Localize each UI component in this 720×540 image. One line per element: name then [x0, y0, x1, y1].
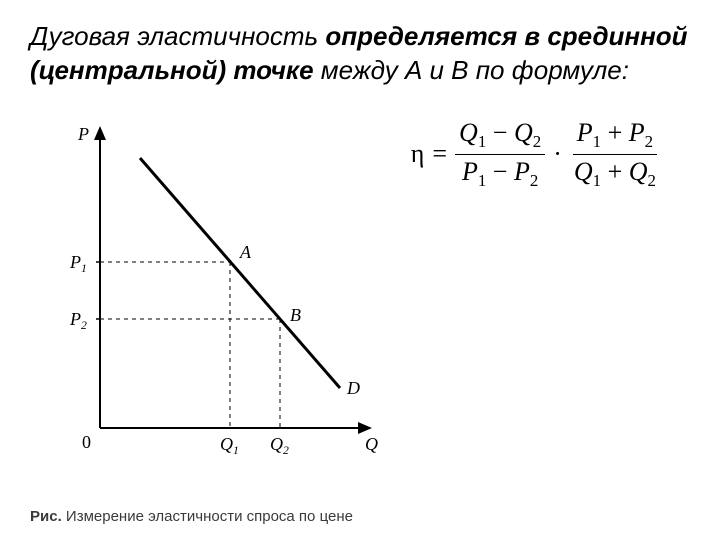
- page-title: Дуговая эластичность определяется в сред…: [30, 20, 690, 88]
- f1-den-p1-sub: 1: [478, 171, 486, 190]
- f2-den-plus: +: [601, 157, 629, 186]
- svg-text:0: 0: [82, 432, 91, 452]
- svg-text:Q: Q: [365, 434, 378, 454]
- content-area: PQ0P1P2Q1Q2ABD η = Q1 − Q2 P1 − P2 · P1 …: [30, 108, 690, 488]
- svg-text:A: A: [239, 242, 252, 262]
- f2-num-p1: P: [577, 118, 593, 147]
- f2-den-q2-sub: 2: [648, 171, 656, 190]
- f1-num-q2-sub: 2: [533, 132, 541, 151]
- caption-prefix: Рис.: [30, 508, 62, 525]
- title-part1: Дуговая эластичность: [30, 21, 325, 51]
- svg-text:Q1: Q1: [220, 434, 239, 457]
- title-part3: между А и В по формуле:: [314, 55, 629, 85]
- f2-den-q1-sub: 1: [593, 171, 601, 190]
- figure-caption: Рис. Измерение эластичности спроса по це…: [30, 508, 353, 525]
- f1-den-p2: P: [514, 157, 530, 186]
- svg-text:B: B: [290, 305, 301, 325]
- f1-num-minus: −: [486, 118, 514, 147]
- chart-svg: P Q 0 P1 P2 Q1 Q2 A B D: [50, 108, 390, 478]
- equals: =: [432, 139, 447, 169]
- f1-den-minus: −: [486, 157, 514, 186]
- dot: ·: [553, 139, 562, 169]
- f2-num-p2-sub: 2: [645, 132, 653, 151]
- f2-den-q1: Q: [574, 157, 593, 186]
- f1-den-p1: P: [462, 157, 478, 186]
- svg-text:Q2: Q2: [270, 434, 289, 457]
- f2-den-q2: Q: [629, 157, 648, 186]
- fraction-2: P1 + P2 Q1 + Q2: [570, 118, 660, 191]
- svg-text:P2: P2: [69, 309, 87, 332]
- caption-text: Измерение эластичности спроса по цене: [62, 508, 353, 525]
- f1-num-q2: Q: [514, 118, 533, 147]
- formula: η = Q1 − Q2 P1 − P2 · P1 + P2 Q1 + Q2: [411, 118, 660, 191]
- svg-text:D: D: [346, 378, 360, 398]
- f1-num-q1-sub: 1: [478, 132, 486, 151]
- svg-text:P: P: [77, 124, 89, 144]
- f2-num-plus: +: [601, 118, 629, 147]
- f2-num-p2: P: [629, 118, 645, 147]
- svg-text:P1: P1: [69, 252, 87, 275]
- eta-symbol: η: [411, 139, 425, 169]
- demand-chart: P Q 0 P1 P2 Q1 Q2 A B D: [50, 108, 390, 478]
- f1-den-p2-sub: 2: [530, 171, 538, 190]
- fraction-1: Q1 − Q2 P1 − P2: [455, 118, 545, 191]
- f1-num-q1: Q: [459, 118, 478, 147]
- f2-num-p1-sub: 1: [593, 132, 601, 151]
